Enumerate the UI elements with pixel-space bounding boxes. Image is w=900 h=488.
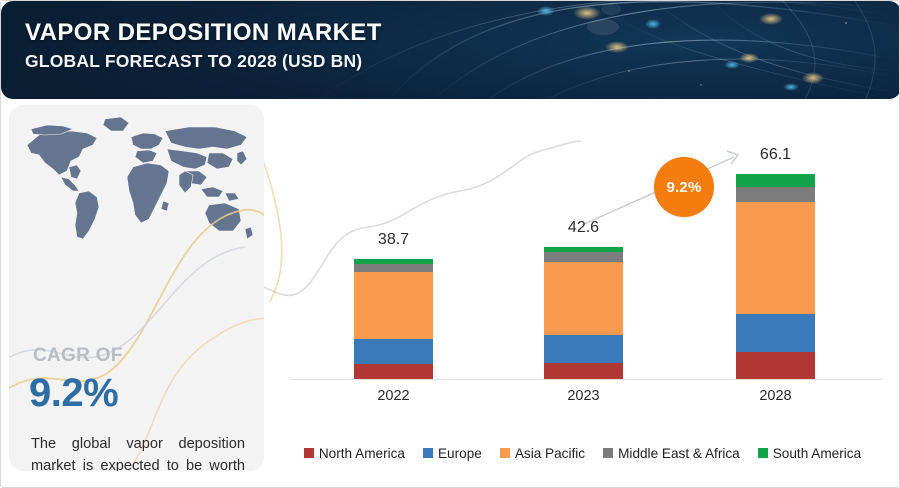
bar-segment-asia-pacific[interactable] bbox=[354, 272, 433, 339]
summary-card: CAGR OF 9.2% The global vapor deposition… bbox=[9, 105, 264, 471]
bar-segment-europe[interactable] bbox=[736, 314, 815, 352]
legend-swatch-icon bbox=[422, 448, 433, 458]
bar-segment-south-america[interactable] bbox=[544, 246, 623, 253]
bar-segment-europe[interactable] bbox=[544, 334, 623, 363]
header-banner: VAPOR DEPOSITION MARKET GLOBAL FORECAST … bbox=[1, 1, 899, 99]
bar-2023[interactable] bbox=[544, 246, 623, 379]
stacked-bar-chart: 38.7 42.6 66.1 2022 2023 2028 9.2% bbox=[264, 105, 899, 487]
x-axis-line bbox=[290, 379, 882, 380]
page-title: VAPOR DEPOSITION MARKET bbox=[25, 19, 382, 46]
chart-legend: North America Europe Asia Pacific Middle Ea… bbox=[264, 441, 899, 465]
summary-description-text: The global vapor deposition market is ex… bbox=[31, 436, 245, 471]
bar-total-label-2028: 66.1 bbox=[759, 146, 792, 164]
bar-segment-north-america[interactable] bbox=[544, 362, 623, 379]
legend-item-europe[interactable]: Europe bbox=[422, 445, 482, 461]
legend-swatch-icon bbox=[499, 448, 510, 458]
legend-label: South America bbox=[772, 445, 862, 461]
decorative-curves-left bbox=[9, 209, 264, 471]
cagr-caption: CAGR OF bbox=[33, 345, 123, 366]
x-tick-2022: 2022 bbox=[377, 388, 410, 404]
bar-segment-europe[interactable] bbox=[354, 338, 433, 365]
x-tick-2028: 2028 bbox=[759, 388, 792, 404]
legend-swatch-icon bbox=[757, 448, 768, 458]
header-text-block: VAPOR DEPOSITION MARKET GLOBAL FORECAST … bbox=[25, 19, 382, 71]
x-tick-2023: 2023 bbox=[567, 388, 600, 404]
legend-label: Asia Pacific bbox=[514, 445, 586, 461]
page-subtitle: GLOBAL FORECAST TO 2028 (USD BN) bbox=[25, 50, 363, 71]
legend-swatch-icon bbox=[303, 448, 314, 458]
legend-item-north-america[interactable]: North America bbox=[303, 445, 405, 461]
bar-segment-asia-pacific[interactable] bbox=[544, 261, 623, 335]
bar-2028[interactable] bbox=[736, 174, 815, 379]
cagr-callout-bubble[interactable]: 9.2% bbox=[654, 157, 714, 217]
bar-total-label-2023: 42.6 bbox=[567, 218, 600, 236]
cagr-callout-label: 9.2% bbox=[666, 178, 702, 196]
bar-segment-north-america[interactable] bbox=[736, 352, 815, 379]
bar-segment-middle-east-africa[interactable] bbox=[544, 252, 623, 262]
bar-segment-middle-east-africa[interactable] bbox=[736, 187, 815, 203]
bar-segment-middle-east-africa[interactable] bbox=[354, 263, 433, 273]
header-decorative-arcs bbox=[318, 1, 899, 99]
bar-segment-north-america[interactable] bbox=[354, 364, 433, 379]
legend-item-asia-pacific[interactable]: Asia Pacific bbox=[499, 445, 586, 461]
summary-description: The global vapor deposition market is ex… bbox=[31, 433, 245, 471]
legend-label: North America bbox=[318, 445, 405, 461]
legend-label: Europe bbox=[437, 445, 482, 461]
bar-segment-asia-pacific[interactable] bbox=[736, 202, 815, 315]
cagr-value: 9.2% bbox=[29, 371, 119, 415]
legend-swatch-icon bbox=[603, 448, 614, 458]
bar-segment-south-america[interactable] bbox=[354, 259, 433, 264]
world-map-icon bbox=[26, 116, 254, 240]
plot-area: 38.7 42.6 66.1 2022 2023 2028 9.2% bbox=[264, 105, 899, 487]
legend-item-south-america[interactable]: South America bbox=[757, 445, 862, 461]
legend-label: Middle East & Africa bbox=[618, 445, 740, 461]
legend-item-middle-east-africa[interactable]: Middle East & Africa bbox=[603, 446, 740, 461]
bar-2022[interactable] bbox=[354, 259, 433, 379]
bar-total-label-2022: 38.7 bbox=[377, 231, 410, 249]
bar-segment-south-america[interactable] bbox=[736, 174, 815, 188]
